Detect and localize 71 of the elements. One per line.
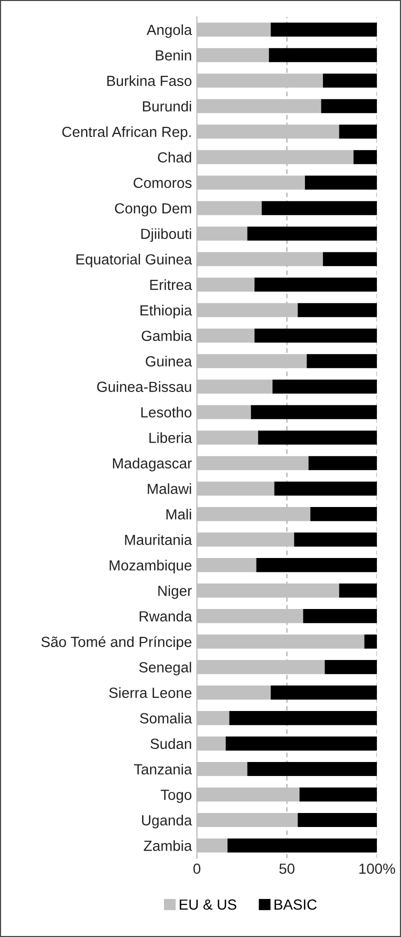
bar bbox=[322, 252, 377, 266]
y-tick-label: Gambia bbox=[142, 330, 192, 342]
bar bbox=[300, 788, 377, 802]
y-tick-label: Comoros bbox=[134, 178, 192, 188]
legend-label: BASIC bbox=[274, 899, 317, 910]
bar bbox=[304, 176, 377, 190]
x-tick-label: 50 bbox=[279, 864, 294, 874]
bar bbox=[303, 609, 377, 624]
bar bbox=[247, 226, 377, 241]
bar bbox=[298, 303, 377, 318]
y-tick-label: Congo Dem bbox=[114, 203, 192, 216]
x-tick-label: 100% bbox=[359, 864, 396, 874]
x-tick-label: 0 bbox=[193, 864, 200, 874]
y-tick-label: Guinea-Bissau bbox=[97, 381, 192, 392]
y-tick-label: Mauritania bbox=[125, 534, 192, 545]
bar bbox=[274, 482, 377, 496]
bar bbox=[254, 328, 377, 343]
y-tick-label: Ethiopia bbox=[140, 304, 192, 318]
bar bbox=[306, 354, 377, 368]
y-tick-label: Burkina Faso bbox=[107, 75, 192, 86]
y-tick-label: Togo bbox=[160, 790, 192, 803]
y-tick-label: Madagascar bbox=[112, 458, 192, 472]
bar bbox=[229, 711, 377, 726]
y-tick-label: Sierra Leone bbox=[109, 687, 192, 698]
bar bbox=[270, 22, 377, 37]
bar bbox=[322, 74, 377, 88]
y-tick-label: Niger bbox=[158, 585, 192, 599]
y-tick-label: Somalia bbox=[140, 712, 192, 724]
bar bbox=[258, 430, 377, 445]
bar bbox=[308, 456, 377, 470]
y-tick-label: São Tomé and Príncipe bbox=[41, 636, 192, 650]
bar bbox=[339, 124, 377, 139]
bar bbox=[321, 99, 377, 114]
bar bbox=[268, 48, 377, 62]
y-tick-label: Lesotho bbox=[141, 406, 192, 418]
y-tick-label: Eritrea bbox=[150, 279, 192, 290]
y-tick-label: Liberia bbox=[149, 432, 192, 444]
bar bbox=[226, 736, 377, 751]
y-tick-label: Sudan bbox=[150, 738, 192, 749]
y-tick-label: Equatorial Guinea bbox=[76, 254, 192, 268]
bar bbox=[364, 634, 377, 649]
bar bbox=[262, 201, 377, 216]
y-tick-label: Uganda bbox=[142, 814, 192, 828]
bar bbox=[354, 150, 377, 164]
y-tick-label: Burundi bbox=[142, 100, 192, 112]
y-tick-label: Tanzania bbox=[134, 764, 192, 774]
bar bbox=[250, 405, 377, 420]
bar bbox=[298, 813, 377, 828]
bar bbox=[272, 380, 377, 394]
y-tick-label: Benin bbox=[156, 50, 192, 61]
bar bbox=[254, 278, 377, 292]
y-tick-label: Malawi bbox=[148, 483, 192, 494]
y-tick-label: Guinea bbox=[146, 356, 192, 367]
bar bbox=[324, 660, 377, 674]
y-tick-label: Senegal bbox=[139, 662, 192, 676]
y-tick-label: Chad bbox=[158, 152, 192, 163]
y-tick-label: Zambia bbox=[144, 840, 192, 851]
y-tick-label: Mali bbox=[166, 508, 192, 520]
bar bbox=[310, 507, 377, 522]
bar bbox=[256, 558, 377, 572]
y-tick-label: Djiibouti bbox=[141, 228, 192, 242]
bar bbox=[339, 584, 377, 598]
bar bbox=[247, 762, 377, 776]
bar bbox=[270, 686, 377, 700]
legend-label: EU & US bbox=[180, 899, 236, 910]
bar bbox=[228, 838, 377, 853]
y-tick-label: Mozambique bbox=[110, 560, 192, 574]
y-tick-label: Angola bbox=[146, 24, 192, 38]
y-tick-label: Rwanda bbox=[140, 610, 192, 622]
bar bbox=[294, 532, 377, 547]
y-tick-label: Central African Rep. bbox=[62, 126, 191, 140]
